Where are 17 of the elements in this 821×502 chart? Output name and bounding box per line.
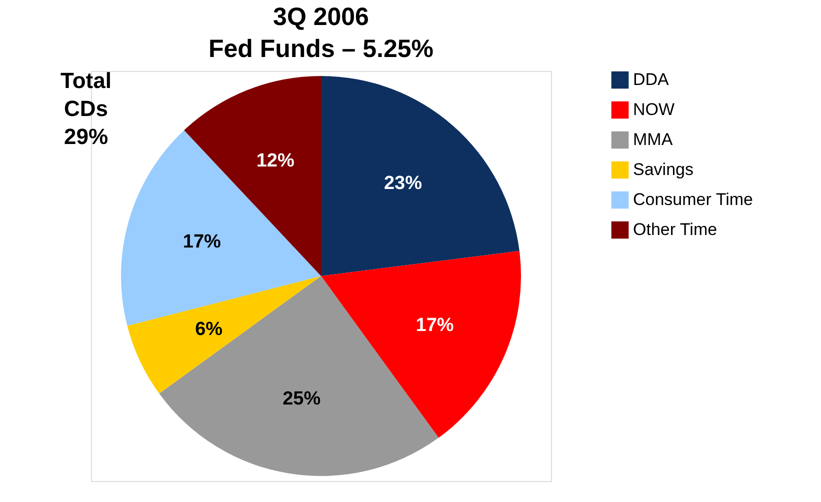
legend-label: MMA — [633, 130, 674, 149]
data-label: 6% — [195, 318, 223, 340]
legend-label: Other Time — [633, 220, 718, 239]
pie-slice — [321, 76, 520, 276]
legend-label: DDA — [633, 70, 670, 89]
data-label: 17% — [416, 315, 454, 336]
chart-title: 3Q 2006 Fed Funds – 5.25% — [208, 3, 434, 63]
data-label: 17% — [182, 231, 222, 252]
pie-slice — [184, 76, 321, 276]
legend-label: Savings — [633, 160, 694, 179]
pie-slice — [321, 250, 521, 438]
legend-label: Consumer Time — [633, 190, 753, 209]
text: Total CDs 29% — [60, 68, 112, 149]
legend-label: NOW — [633, 100, 675, 119]
data-label: 12% — [256, 150, 294, 172]
data-label: 23% — [384, 172, 422, 194]
data-label: 25% — [282, 388, 321, 410]
